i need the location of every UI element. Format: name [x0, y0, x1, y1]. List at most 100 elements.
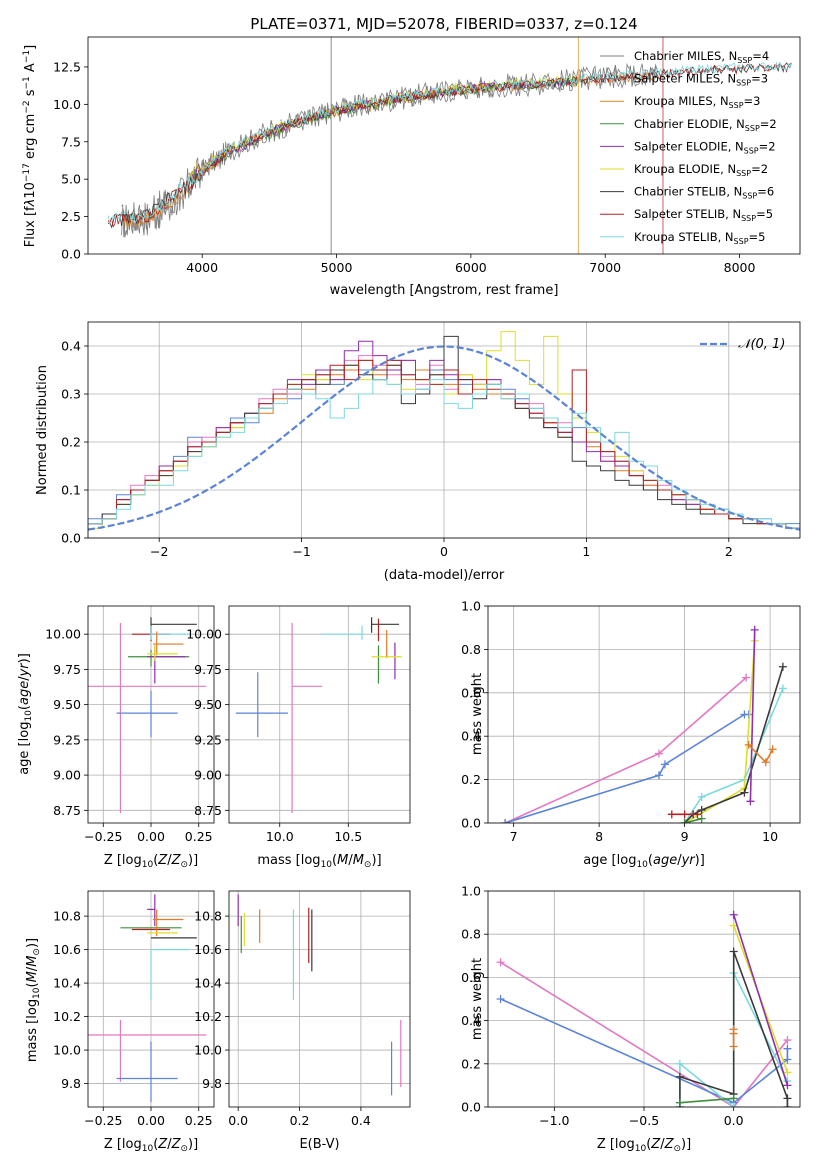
legend-label: Kroupa ELODIE, NSSP=2 [634, 162, 768, 178]
weight-marker [746, 797, 755, 806]
spectrum-series-line [121, 62, 658, 238]
weight-vs-age-xtick-label: 7 [510, 829, 518, 844]
age-vs-mass-xtick-label: 10.5 [334, 829, 362, 844]
weight-marker [654, 749, 663, 758]
weight-marker [729, 947, 738, 956]
mass-vs-Z-xtick-label: −0.25 [84, 1113, 122, 1128]
age-vs-mass-plot-area [235, 617, 402, 814]
mass-vs-ebv-ytick-label: 10.0 [194, 1043, 222, 1058]
age-vs-Z-panel: −0.25 0.00 0.25 8.75 9.00 9.25 9.50 9.75 10.00 Z … [17, 605, 215, 870]
age-vs-Z-ylabel: age [log10(age/yr)] [17, 653, 34, 775]
mass-vs-ebv-xtick-label: 0.0 [228, 1113, 248, 1128]
mass-vs-Z-ytick-label: 10.6 [53, 942, 81, 957]
residuals-xtick-label: 2 [725, 544, 733, 559]
mass-vs-Z-ytick-label: 10.0 [53, 1043, 81, 1058]
mass-vs-Z-xtick-label: 0.25 [185, 1113, 213, 1128]
weight-vs-Z-ytick-label: 1.0 [461, 884, 481, 899]
mass-vs-ebv-ytick-label: 10.6 [194, 942, 222, 957]
weight-vs-Z-ytick-label: 0.4 [461, 1013, 481, 1028]
age-vs-Z-ytick-label: 10.00 [45, 627, 81, 642]
weight-series-line [684, 817, 702, 823]
age-vs-mass-ytick-label: 9.00 [194, 768, 222, 783]
weight-marker [660, 760, 669, 769]
mass-vs-ebv-xtick-label: 0.2 [290, 1113, 310, 1128]
mass-vs-ebv-panel: 0.0 0.2 0.4 9.8 10.0 10.2 10.4 10.6 10.8 E(B-V) [194, 890, 411, 1152]
spectrum-panel: 4000 5000 6000 7000 8000 0.0 2.5 5.0 7.5 10.0 12.5… [22, 15, 801, 298]
mass-vs-ebv-ytick-label: 10.4 [194, 976, 222, 991]
spectrum-xlabel: wavelength [Angstrom, rest frame] [330, 283, 559, 298]
spectrum-ytick-label: 5.0 [61, 172, 81, 187]
weight-series-line [500, 998, 789, 1104]
age-vs-mass-ytick-label: 9.75 [194, 662, 222, 677]
mass-vs-Z-panel: −0.25 0.00 0.25 9.8 10.0 10.2 10.4 10.6 10.8 Z [l… [25, 890, 215, 1154]
spectrum-series-line [121, 63, 658, 238]
residuals-ytick-label: 0.1 [61, 483, 81, 498]
age-vs-mass-xlabel: mass [log10(M/M⊙)] [257, 853, 381, 870]
weight-marker [654, 771, 663, 780]
errorbar-point [147, 645, 178, 661]
errorbar-point [116, 690, 178, 738]
weight-vs-age-ytick-label: 1.0 [461, 599, 481, 614]
weight-vs-Z-ytick-label: 0.0 [461, 1100, 481, 1115]
weight-marker [667, 810, 676, 819]
legend-label: Kroupa STELIB, NSSP=5 [634, 230, 765, 246]
mass-vs-ebv-plot-area [237, 894, 402, 1096]
mass-vs-ebv-ytick-label: 10.8 [194, 909, 222, 924]
spectrum-xtick-label: 7000 [589, 260, 621, 275]
weight-marker [675, 1098, 684, 1107]
weight-vs-Z-xtick-label: −1.0 [539, 1113, 569, 1128]
residuals-plot-area [88, 331, 800, 538]
residuals-ytick-label: 0.2 [61, 435, 81, 450]
spectrum-xtick-label: 4000 [186, 260, 218, 275]
errorbar-point [150, 949, 190, 1000]
weight-marker [697, 805, 706, 814]
age-vs-mass-xtick-label: 10.0 [266, 829, 294, 844]
mass-vs-Z-ylabel: mass [log10(M/M⊙)] [25, 938, 42, 1062]
legend-label: Chabrier STELIB, NSSP=6 [634, 185, 774, 201]
weight-marker [768, 745, 777, 754]
weight-marker [496, 958, 505, 967]
weight-vs-age-xtick-label: 8 [595, 829, 603, 844]
weight-vs-age-ytick-label: 0.8 [461, 642, 481, 657]
weight-marker [740, 788, 749, 797]
residuals-ytick-label: 0.4 [61, 339, 81, 354]
spectrum-legend: Chabrier MILES, NSSP=4 Salpeter MILES, NS… [600, 49, 777, 246]
mass-vs-ebv-grid [229, 891, 410, 1107]
weight-marker [729, 910, 738, 919]
weight-marker [697, 814, 706, 823]
mass-vs-ebv-xlabel: E(B-V) [299, 1137, 339, 1152]
age-vs-Z-ytick-label: 9.00 [53, 768, 81, 783]
age-vs-mass-grid [229, 606, 410, 823]
spectrum-ylabel: Flux [fλ10−17 erg cm−2 s−1 A−1] [22, 45, 38, 247]
spectrum-ytick-label: 12.5 [53, 59, 81, 74]
errorbar-point [152, 631, 184, 656]
weight-marker [778, 662, 787, 671]
mass-vs-Z-ytick-label: 9.8 [61, 1076, 81, 1091]
spectrum-xtick-label: 6000 [455, 260, 487, 275]
errorbar-point [152, 909, 184, 937]
weight-marker [783, 1044, 792, 1053]
errorbar-point [150, 625, 190, 640]
residuals-ytick-label: 0.3 [61, 387, 81, 402]
legend-label: Kroupa MILES, NSSP=3 [634, 94, 760, 110]
age-vs-mass-ytick-label: 9.25 [194, 732, 222, 747]
weight-marker [761, 758, 770, 767]
weight-marker [729, 1029, 738, 1038]
weight-vs-age-panel: 7 8 9 10 0.0 0.2 0.4 0.6 0.8 1.0 age [log10(age/yr… [461, 599, 801, 870]
weight-vs-age-frame [487, 605, 801, 824]
age-vs-mass-ticks: 10.0 10.5 8.75 9.00 9.25 9.50 9.75 10.00 [186, 627, 362, 844]
errorbar-point [147, 894, 156, 927]
errorbar-point [116, 1041, 178, 1102]
weight-marker [744, 740, 753, 749]
weight-marker [750, 625, 759, 634]
weight-vs-Z-panel: −1.0 −0.5 0.0 0.0 0.2 0.4 0.6 0.8 1.0 Z [log10(Z/… [461, 884, 801, 1154]
weight-marker [783, 1068, 792, 1077]
legend-label: Salpeter ELODIE, NSSP=2 [634, 139, 776, 155]
gaussian-curve [88, 345, 800, 531]
weight-vs-age-xlabel: age [log10(age/yr)] [583, 853, 705, 870]
weight-vs-Z-xtick-label: 0.0 [724, 1113, 744, 1128]
weight-vs-age-ticks: 7 8 9 10 0.0 0.2 0.4 0.6 0.8 1.0 [461, 599, 778, 845]
age-vs-Z-ytick-label: 8.75 [53, 803, 81, 818]
mass-vs-Z-xtick-label: 0.00 [137, 1113, 165, 1128]
weight-marker [783, 1103, 792, 1107]
